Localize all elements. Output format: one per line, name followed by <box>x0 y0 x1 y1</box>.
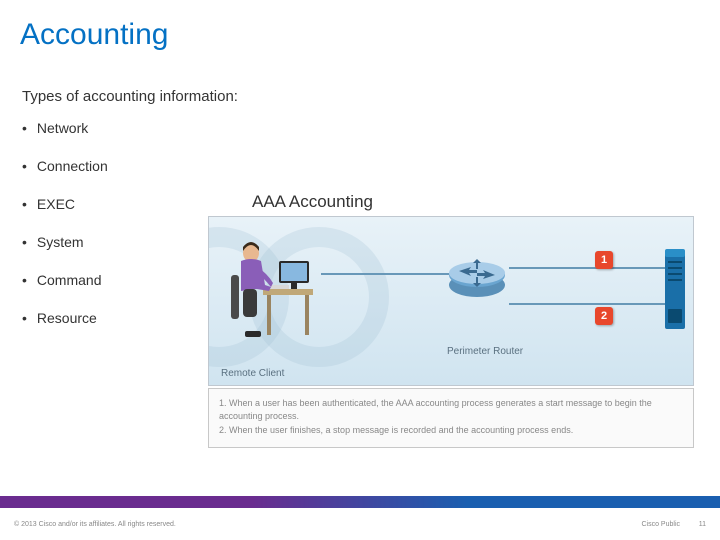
bullet-list: Network Connection EXEC System Command R… <box>22 120 108 348</box>
diagram-area: 1 2 Remote Client Perimeter Router <box>208 216 694 386</box>
server-icon <box>665 249 687 336</box>
step-marker-1: 1 <box>595 251 613 269</box>
explanation-box: 1. When a user has been authenticated, t… <box>208 388 694 448</box>
diagram-title: AAA Accounting <box>252 192 373 212</box>
remote-client-label: Remote Client <box>221 368 284 379</box>
footer-copyright: © 2013 Cisco and/or its affiliates. All … <box>14 521 176 528</box>
slide-title: Accounting <box>20 18 168 52</box>
connection-line <box>509 267 673 269</box>
remote-client-icon <box>227 231 317 341</box>
explanation-line: 2. When the user finishes, a stop messag… <box>219 424 683 437</box>
bullet-item: Network <box>22 120 108 136</box>
explanation-line: 1. When a user has been authenticated, t… <box>219 397 683 422</box>
bullet-item: Command <box>22 272 108 288</box>
footer-bar <box>0 496 720 508</box>
connection-line <box>321 273 449 275</box>
bullet-item: EXEC <box>22 196 108 212</box>
bullet-item: Resource <box>22 310 108 326</box>
connection-line <box>509 303 673 305</box>
subtitle: Types of accounting information: <box>22 88 238 105</box>
bullet-item: Connection <box>22 158 108 174</box>
perimeter-router-icon <box>447 253 507 306</box>
bullet-item: System <box>22 234 108 250</box>
perimeter-router-label: Perimeter Router <box>447 346 523 357</box>
footer-page-number: 11 <box>699 521 706 528</box>
footer-classification: Cisco Public <box>641 521 680 528</box>
step-marker-2: 2 <box>595 307 613 325</box>
